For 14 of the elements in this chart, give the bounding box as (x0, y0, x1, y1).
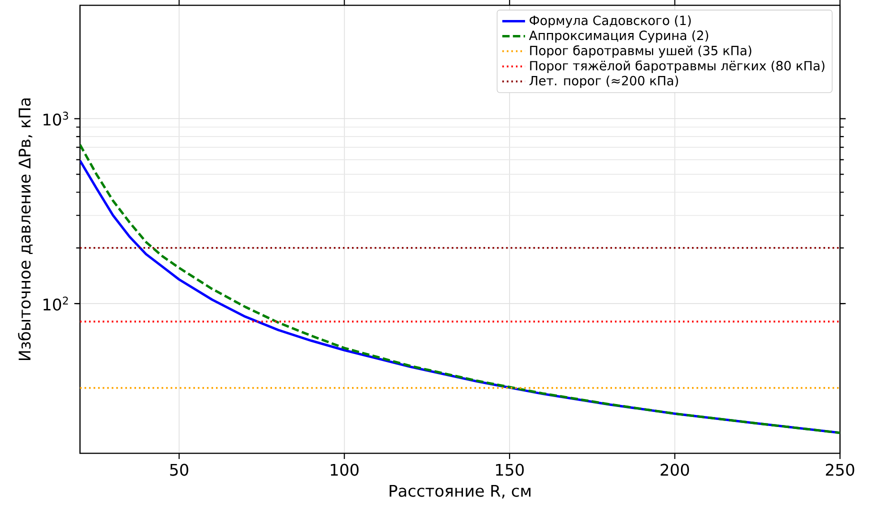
x-tick-label: 50 (170, 464, 188, 476)
y-tick-label: 10$^{3}$ (44, 112, 68, 126)
x-tick-label: 200 (660, 464, 689, 476)
legend-label: Порог баротравмы ушей (35 кПа) (530, 45, 752, 58)
x-axis-title: Расстояние R, см (390, 485, 530, 499)
legend-label: Аппроксимация Сурина (2) (529, 30, 708, 43)
legend-label: Порог тяжёлой баротравмы лёгких (80 кПа) (530, 60, 824, 74)
y-axis-title: Избыточное давление ΔPв, кПа (18, 98, 33, 360)
legend-label: Лет. порог (≈200 кПа) (529, 76, 678, 88)
x-tick-label: 100 (330, 464, 359, 476)
x-tick-label: 250 (826, 464, 854, 476)
legend-label: Формула Садовского (1) (530, 16, 691, 28)
y-tick-label: 10$^{2}$ (44, 296, 68, 311)
x-tick-label: 150 (496, 464, 524, 476)
